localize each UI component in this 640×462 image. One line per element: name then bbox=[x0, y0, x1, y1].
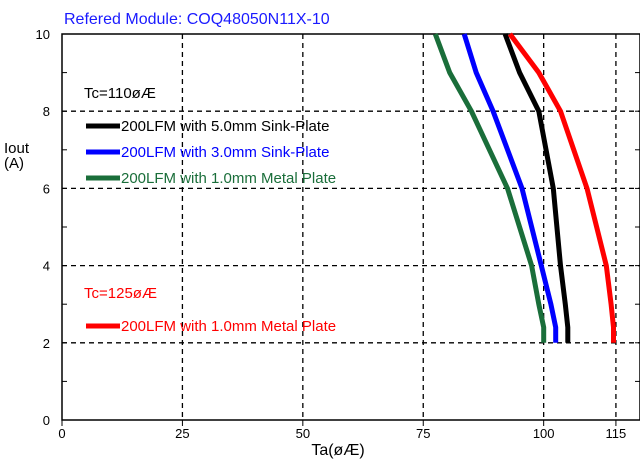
x-tick-label: 50 bbox=[296, 426, 310, 441]
x-tick-label: 0 bbox=[58, 426, 65, 441]
y-axis-unit: (A) bbox=[4, 155, 24, 172]
series-line-4 bbox=[507, 32, 616, 343]
legend-label: 200LFM with 5.0mm Sink-Plate bbox=[121, 118, 329, 135]
series-line-1 bbox=[502, 33, 571, 343]
x-tick-label: 25 bbox=[175, 426, 189, 441]
axis-ticks: 0 25 50 75 100 115 0 2 4 6 8 10 bbox=[36, 27, 640, 441]
series-line-2 bbox=[461, 33, 559, 343]
legend-label: 200LFM with 3.0mm Sink-Plate bbox=[121, 144, 329, 161]
y-tick-label: 2 bbox=[43, 336, 50, 351]
legend-label: 200LFM with 1.0mm Metal Plate bbox=[121, 318, 336, 335]
y-tick-label: 8 bbox=[43, 104, 50, 119]
legend-group-header: Tc=125øÆ bbox=[84, 285, 157, 302]
x-tick-label: 75 bbox=[416, 426, 430, 441]
legend: Tc=110øÆ 200LFM with 5.0mm Sink-Plate 200L… bbox=[84, 85, 336, 335]
x-tick-label: 115 bbox=[606, 426, 627, 441]
y-tick-label: 4 bbox=[43, 259, 50, 274]
x-axis-label: Ta(øÆ) bbox=[311, 442, 364, 459]
x-tick-label: 100 bbox=[533, 426, 555, 441]
legend-group-header: Tc=110øÆ bbox=[84, 85, 156, 102]
y-tick-label: 6 bbox=[43, 181, 50, 196]
series-lines bbox=[432, 32, 616, 343]
y-axis-label: Iout bbox=[4, 140, 30, 157]
y-tick-label: 0 bbox=[43, 413, 50, 428]
series-line-3 bbox=[432, 33, 547, 343]
legend-label: 200LFM with 1.0mm Metal Plate bbox=[121, 170, 336, 187]
chart-title: Refered Module: COQ48050N11X-10 bbox=[64, 11, 330, 28]
y-tick-label: 10 bbox=[36, 27, 50, 42]
